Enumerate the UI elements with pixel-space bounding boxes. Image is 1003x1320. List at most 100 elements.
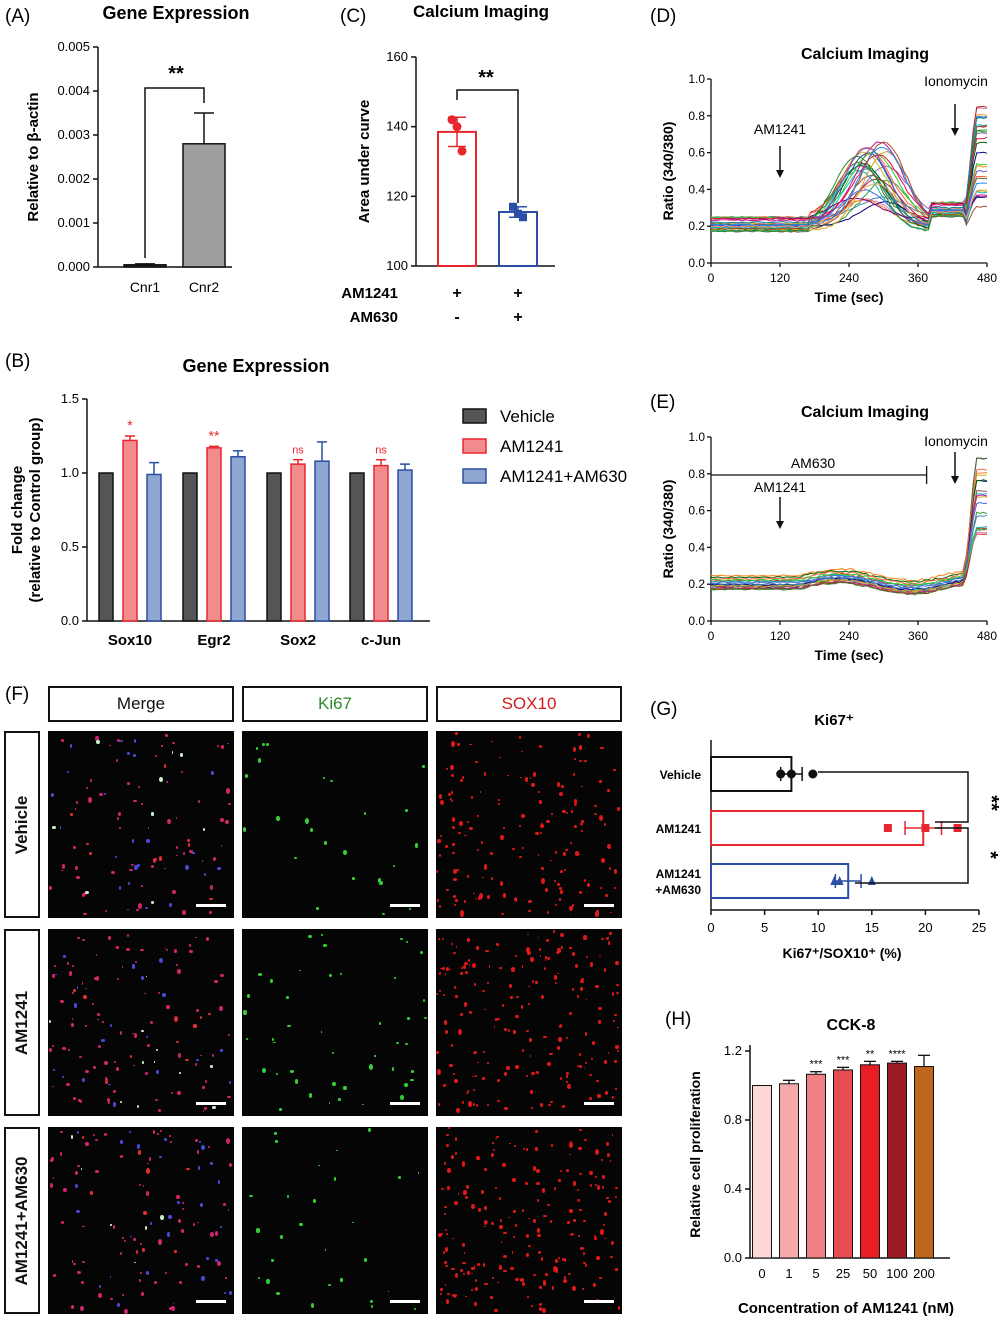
cell-dot xyxy=(602,1223,605,1226)
cell-dot xyxy=(270,1258,275,1262)
cell-dot xyxy=(455,732,458,736)
cell-dot xyxy=(510,1267,514,1270)
cell-dot xyxy=(568,1153,572,1156)
cell-dot xyxy=(539,745,543,748)
trace-line xyxy=(710,141,988,222)
cell-dot xyxy=(397,1176,402,1180)
cell-dot xyxy=(477,1207,482,1212)
cell-dot xyxy=(324,1248,327,1251)
trace-line xyxy=(711,479,988,583)
cell-dot xyxy=(60,1221,64,1224)
cell-dot xyxy=(601,858,606,863)
panel-b-chart: Gene Expression 0.0 0.5 1.0 1.5 Fold change (r… xyxy=(9,356,627,649)
cell-dot xyxy=(98,1284,102,1288)
cell-dot xyxy=(174,1250,178,1253)
cell-dot xyxy=(574,758,577,761)
cell-dot xyxy=(473,892,475,895)
cell-dot xyxy=(451,1294,454,1297)
cell-dot xyxy=(513,1235,516,1238)
cell-dot xyxy=(451,942,454,945)
cell-dot xyxy=(445,1030,449,1035)
cell-dot xyxy=(73,1003,77,1008)
cell-dot xyxy=(521,965,524,968)
cell-dot xyxy=(61,1075,64,1078)
y-tick-label: 0.005 xyxy=(57,39,90,54)
cell-dot xyxy=(141,802,143,805)
cell-dot xyxy=(245,1037,248,1041)
cell-dot xyxy=(572,1286,576,1292)
bar-am1241 xyxy=(206,447,222,622)
cell-dot xyxy=(73,846,76,850)
cell-dot xyxy=(364,1258,367,1263)
cell-dot xyxy=(536,1181,540,1186)
cell-dot xyxy=(557,1046,560,1051)
cell-dot xyxy=(309,827,313,832)
cell-dot xyxy=(175,854,178,857)
cell-dot xyxy=(497,799,500,801)
cell-dot xyxy=(565,812,568,814)
trace-line xyxy=(711,183,988,228)
cell-dot xyxy=(614,886,616,890)
cell-dot xyxy=(579,1247,584,1251)
cell-dot xyxy=(164,867,167,870)
cell-dot xyxy=(200,1145,205,1151)
cell-dot xyxy=(451,816,456,823)
cell-dot xyxy=(453,894,457,899)
panel-label-h: (H) xyxy=(665,1009,691,1030)
cell-dot xyxy=(530,956,534,962)
cell-dot xyxy=(242,826,247,833)
cell-dot xyxy=(616,984,619,987)
cell-dot xyxy=(442,1251,445,1254)
cell-dot xyxy=(545,938,549,943)
chart-title: Calcium Imaging xyxy=(413,2,549,21)
cell-dot xyxy=(543,1035,547,1039)
cell-dot xyxy=(615,1045,619,1049)
panel-h-chart: CCK-8 0.0 0.4 0.8 1.2 Relative cell prolifera… xyxy=(687,1017,954,1317)
cell-dot xyxy=(148,1157,152,1162)
cell-dot xyxy=(609,867,612,871)
cell-dot xyxy=(243,1010,247,1015)
cell-dot xyxy=(476,849,479,852)
cell-dot xyxy=(438,904,441,909)
cell-dot xyxy=(614,1014,618,1017)
cell-dot xyxy=(585,1061,588,1064)
cell-dot xyxy=(438,794,443,799)
cell-dot xyxy=(101,1021,104,1023)
cell-dot xyxy=(133,1064,135,1067)
cell-dot xyxy=(195,1058,200,1062)
cell-dot xyxy=(228,1290,233,1296)
data-point xyxy=(514,209,522,218)
cell-dot xyxy=(66,1083,71,1086)
data-point xyxy=(921,824,930,832)
x-tick-label: 25 xyxy=(972,920,986,935)
cell-dot xyxy=(135,1250,139,1255)
cell-dot xyxy=(177,1219,182,1224)
cell-dot xyxy=(594,1235,597,1239)
trace-line xyxy=(710,151,988,219)
cell-dot xyxy=(483,1051,485,1053)
cell-dot xyxy=(276,1072,278,1076)
cell-dot xyxy=(70,1135,74,1140)
cell-dot xyxy=(368,1064,373,1070)
cell-dot xyxy=(592,1041,596,1045)
cell-dot xyxy=(600,747,605,750)
cell-dot xyxy=(68,1048,71,1052)
chart-title: Gene Expression xyxy=(102,3,249,23)
cell-dot xyxy=(609,932,612,936)
cell-dot xyxy=(128,1131,132,1134)
cell-dot xyxy=(86,787,88,789)
cell-dot xyxy=(72,1096,76,1100)
bar-25 xyxy=(833,1069,853,1259)
cell-dot xyxy=(566,1072,570,1076)
significance-label: ** xyxy=(866,1048,875,1060)
significance-label: **** xyxy=(888,1048,906,1060)
cell-dot xyxy=(60,999,64,1004)
cell-dot xyxy=(526,1295,529,1298)
cell-dot xyxy=(548,1104,551,1107)
x-axis-label: Ki67⁺/SOX10⁺ (%) xyxy=(782,945,901,961)
cell-dot xyxy=(484,1167,487,1171)
cell-dot xyxy=(541,866,545,871)
cell-dot xyxy=(514,897,518,902)
cell-dot xyxy=(473,1265,476,1268)
scale-bar xyxy=(196,904,226,907)
